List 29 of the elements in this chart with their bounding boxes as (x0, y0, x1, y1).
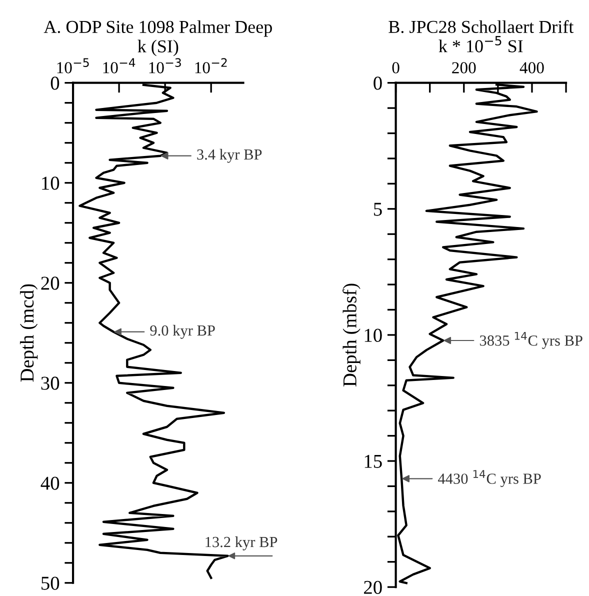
x-tick-label: 10$^{−4}$ (103, 58, 136, 74)
x-tick-label: 400 (520, 62, 544, 74)
y-tick-label: 10 (42, 176, 60, 190)
annotation: 3.4 kyr BP (197, 148, 262, 163)
chart-title: B. JPC28 Schollaert Drift (388, 20, 574, 34)
annotation: 9.0 kyr BP (150, 324, 215, 339)
y-tick-label: 5 (374, 202, 382, 216)
y-tick-label: 20 (364, 580, 382, 594)
chart-title: A. ODP Site 1098 Palmer Deep (44, 20, 272, 37)
y-tick-label: 15 (364, 454, 382, 468)
y-tick-label: 50 (42, 576, 60, 590)
x-axis-title: k (SI) (138, 40, 178, 56)
y-tick-label: 20 (41, 276, 60, 290)
annotation: 4430 $^{14}$C yrs BP (438, 470, 541, 488)
x-tick-label: 200 (452, 62, 476, 74)
y-axis-title: Depth (mcd) (20, 284, 38, 382)
y-tick-label: 10 (364, 328, 382, 342)
y-tick-label: 0 (50, 76, 60, 90)
x-tick-label: 10$^{−2}$ (195, 58, 227, 74)
y-tick-label: 40 (40, 476, 60, 490)
y-tick-label: 30 (41, 376, 60, 390)
x-tick-label: 0 (392, 62, 400, 74)
x-axis-title: k * 10$^{−5}$ SI (438, 36, 523, 52)
x-tick-label: 10$^{−3}$ (149, 58, 181, 74)
x-tick-label: 10$^{−5}$ (57, 58, 89, 74)
y-axis-title: Depth (mbsf) (342, 284, 360, 387)
annotation: 13.2 kyr BP (206, 536, 278, 550)
y-tick-label: 0 (374, 76, 382, 90)
annotation: 3835 $^{14}$C yrs BP (480, 332, 582, 349)
